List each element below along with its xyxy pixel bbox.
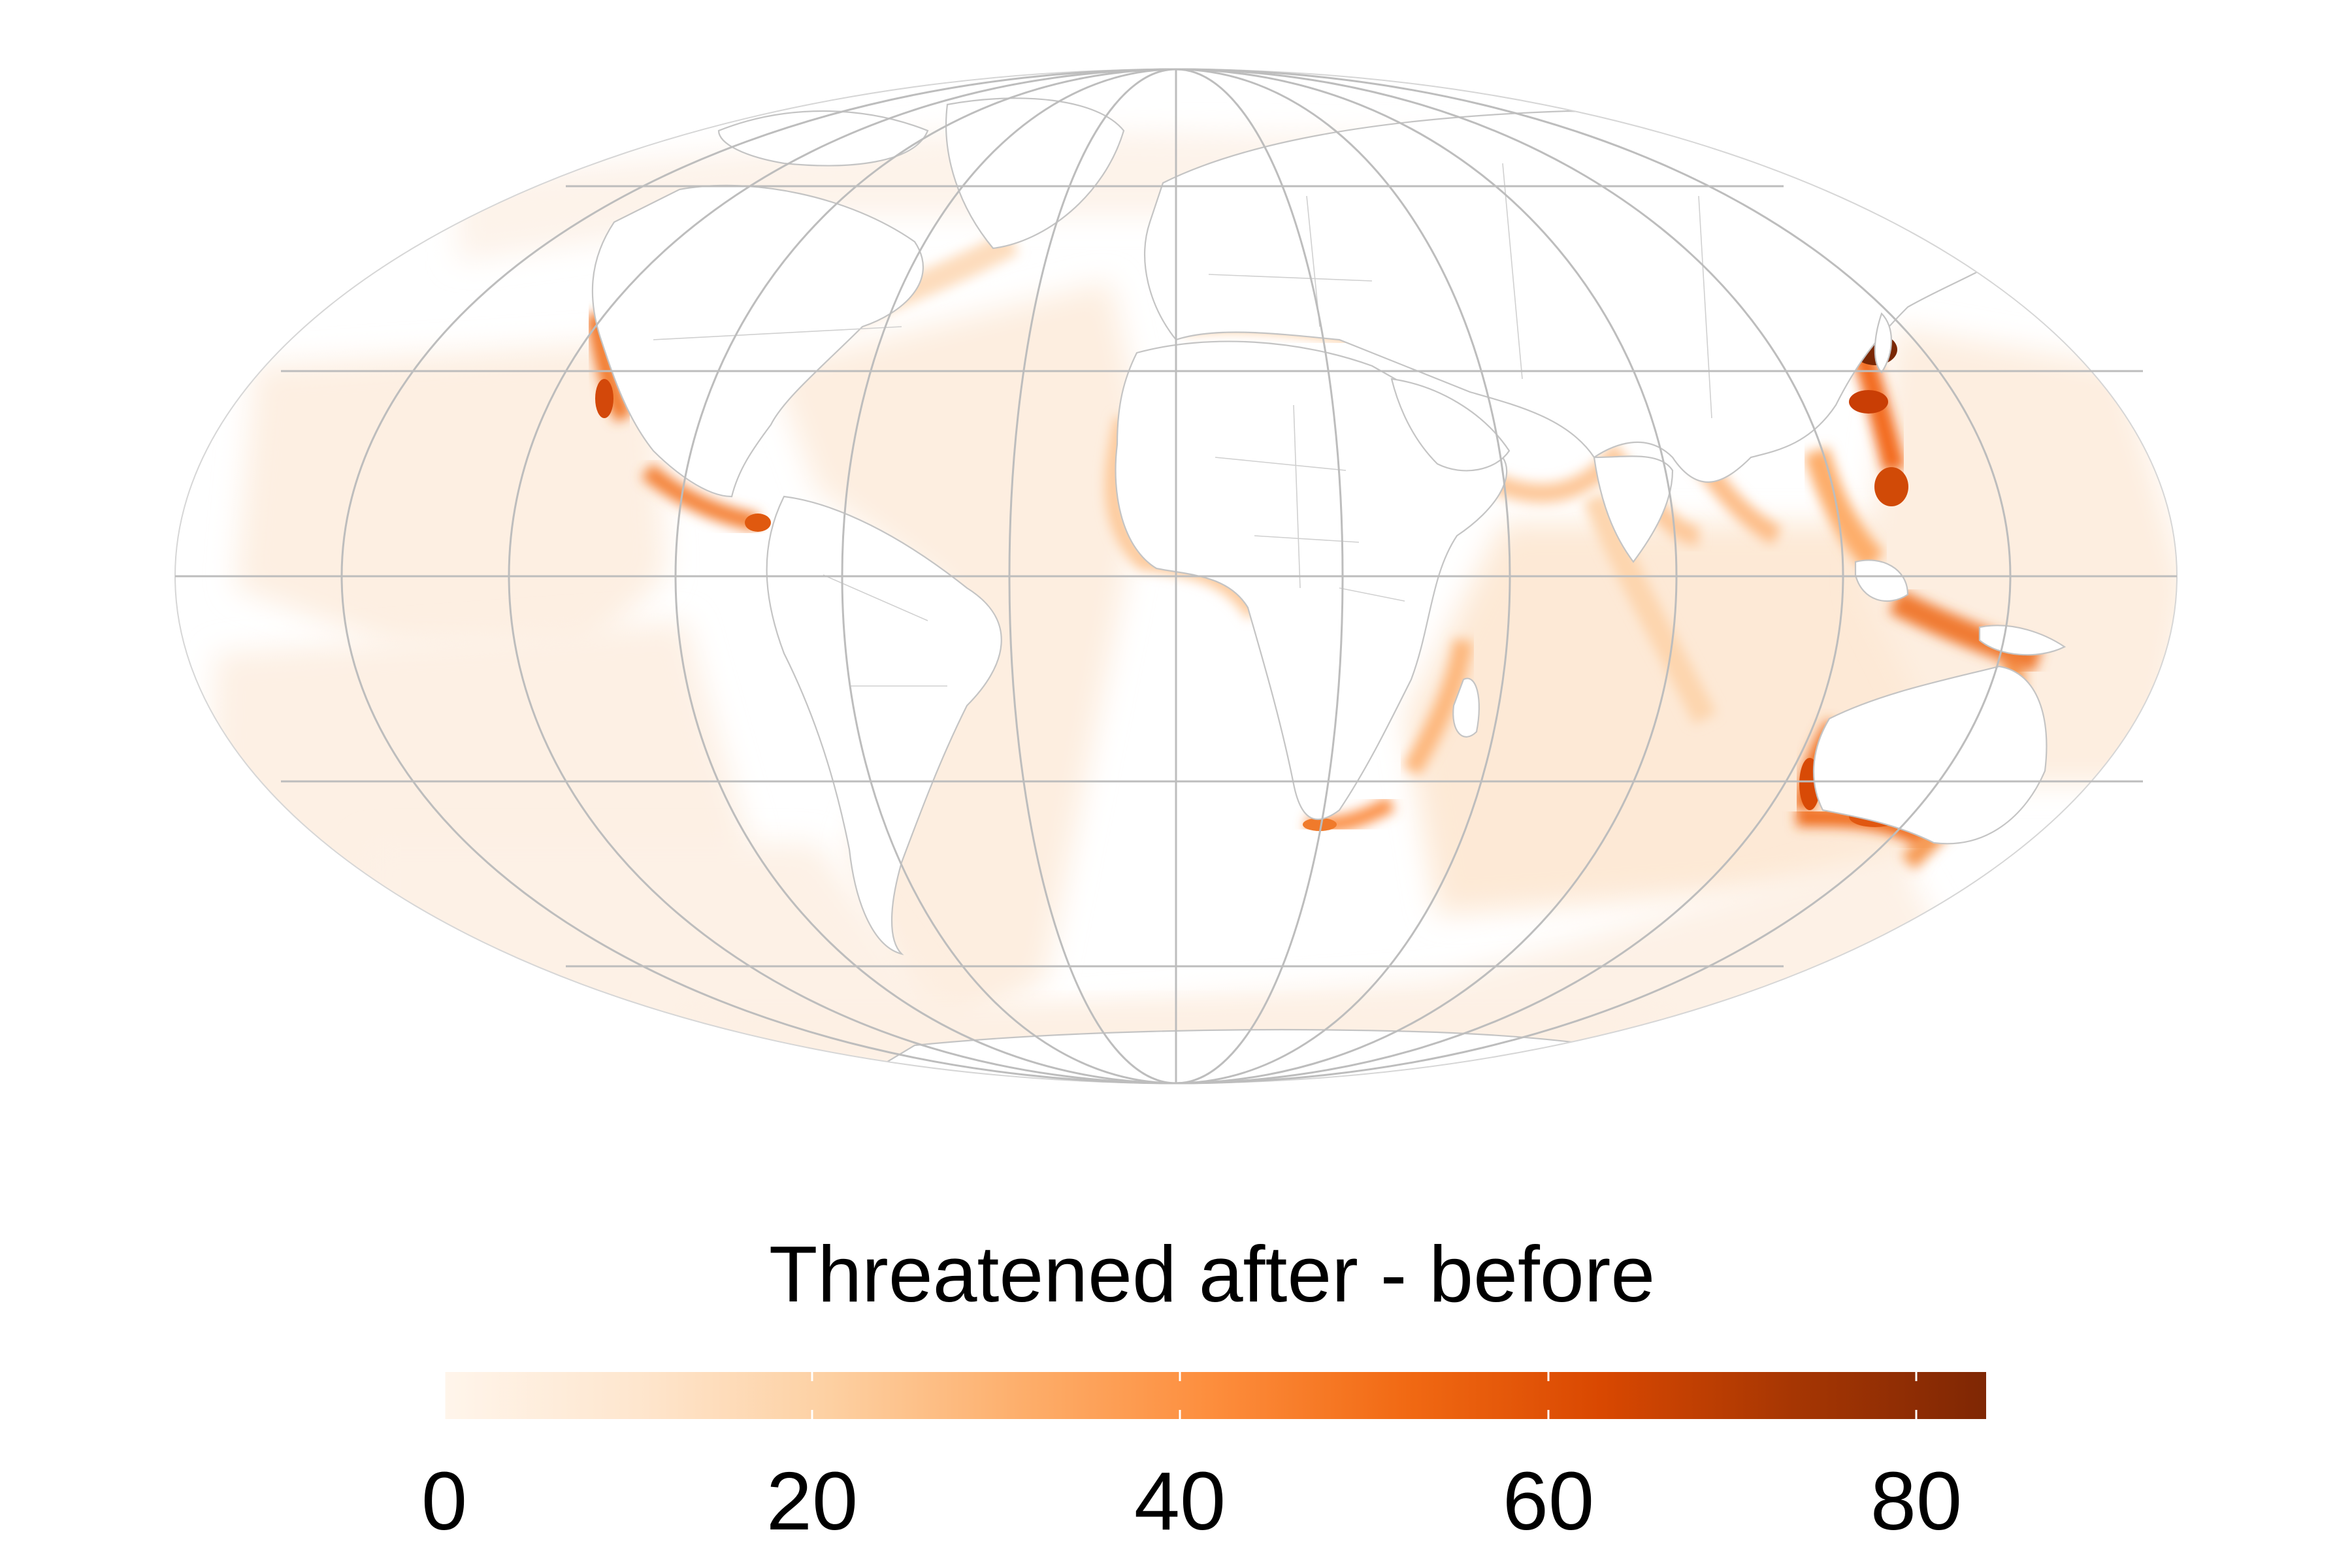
land-north-america bbox=[591, 184, 924, 498]
land-borneo bbox=[1854, 559, 1909, 602]
land-new-guinea bbox=[1978, 625, 2066, 656]
colorbar bbox=[444, 1372, 1986, 1419]
land-masses bbox=[591, 97, 2112, 1083]
band-indian-ocean-east bbox=[1582, 491, 1716, 725]
band-mozambique bbox=[1402, 638, 1473, 776]
legend-tick-label-40: 40 bbox=[1134, 1455, 1226, 1547]
land-greenland bbox=[945, 97, 1125, 250]
land-india bbox=[1593, 455, 1674, 563]
ocean-fill-pacific-north bbox=[235, 340, 666, 653]
legend-title: Threatened after - before bbox=[768, 1230, 1656, 1318]
land-australia bbox=[1812, 665, 2048, 845]
borders-americas bbox=[653, 326, 947, 687]
ocean-fill-west-pacific bbox=[1862, 327, 2177, 784]
legend-tick-label-80: 80 bbox=[1870, 1455, 1963, 1547]
hotspot-ryukyu bbox=[1849, 390, 1888, 414]
land-japan bbox=[1874, 312, 1892, 374]
legend-colorbar bbox=[443, 1372, 1986, 1419]
hotspot-panama bbox=[745, 514, 771, 532]
colorbar-ticks bbox=[443, 1372, 1918, 1419]
hotspot-baja bbox=[595, 379, 613, 418]
land-new-zealand bbox=[2092, 783, 2112, 838]
legend-tick-label-0: 0 bbox=[421, 1455, 468, 1547]
borders-eurasia bbox=[1208, 163, 1712, 419]
hotspot-philippines bbox=[1874, 467, 1908, 506]
land-south-america bbox=[766, 495, 1002, 956]
hotspot-cape bbox=[1303, 818, 1337, 831]
borders-africa bbox=[1215, 404, 1405, 602]
meridian-150 bbox=[340, 68, 2012, 1085]
band-south-china-sea bbox=[1803, 447, 1885, 572]
graticule bbox=[174, 68, 2178, 1085]
legend-tick-label-60: 60 bbox=[1502, 1455, 1595, 1547]
land-canada-arctic bbox=[717, 110, 929, 167]
legend-tick-label-20: 20 bbox=[766, 1455, 858, 1547]
land-madagascar bbox=[1452, 678, 1480, 738]
land-arabia bbox=[1390, 378, 1511, 472]
